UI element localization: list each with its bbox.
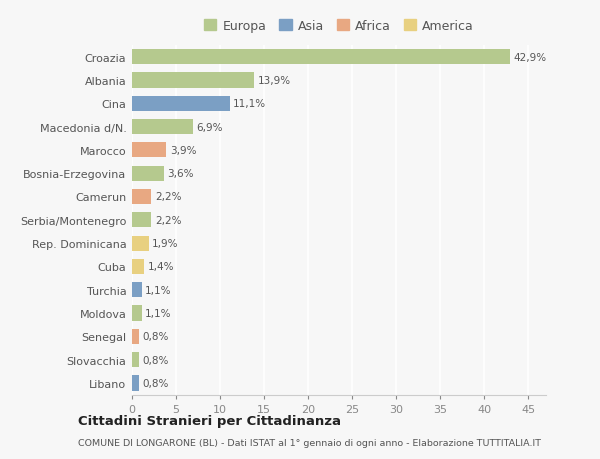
Text: 1,1%: 1,1% — [145, 285, 172, 295]
Bar — [132, 353, 139, 367]
Bar — [132, 73, 254, 88]
Bar — [132, 143, 166, 158]
Text: 1,9%: 1,9% — [152, 239, 179, 249]
Text: 1,4%: 1,4% — [148, 262, 175, 272]
Text: 0,8%: 0,8% — [143, 355, 169, 365]
Text: 11,1%: 11,1% — [233, 99, 266, 109]
Text: 42,9%: 42,9% — [514, 52, 547, 62]
Bar — [132, 236, 149, 251]
Text: 0,8%: 0,8% — [143, 378, 169, 388]
Bar — [132, 283, 142, 297]
Text: 6,9%: 6,9% — [196, 122, 223, 132]
Bar — [132, 50, 510, 65]
Text: 2,2%: 2,2% — [155, 192, 181, 202]
Text: 13,9%: 13,9% — [258, 76, 291, 86]
Bar — [132, 329, 139, 344]
Text: COMUNE DI LONGARONE (BL) - Dati ISTAT al 1° gennaio di ogni anno - Elaborazione : COMUNE DI LONGARONE (BL) - Dati ISTAT al… — [78, 438, 541, 447]
Text: 2,2%: 2,2% — [155, 215, 181, 225]
Text: 3,6%: 3,6% — [167, 169, 194, 179]
Bar — [132, 120, 193, 135]
Text: 0,8%: 0,8% — [143, 331, 169, 341]
Bar — [132, 166, 164, 181]
Text: 1,1%: 1,1% — [145, 308, 172, 319]
Legend: Europa, Asia, Africa, America: Europa, Asia, Africa, America — [202, 17, 476, 35]
Bar — [132, 213, 151, 228]
Bar — [132, 259, 145, 274]
Text: Cittadini Stranieri per Cittadinanza: Cittadini Stranieri per Cittadinanza — [78, 414, 341, 428]
Text: 3,9%: 3,9% — [170, 146, 196, 156]
Bar — [132, 96, 230, 112]
Bar — [132, 375, 139, 391]
Bar — [132, 190, 151, 205]
Bar — [132, 306, 142, 321]
